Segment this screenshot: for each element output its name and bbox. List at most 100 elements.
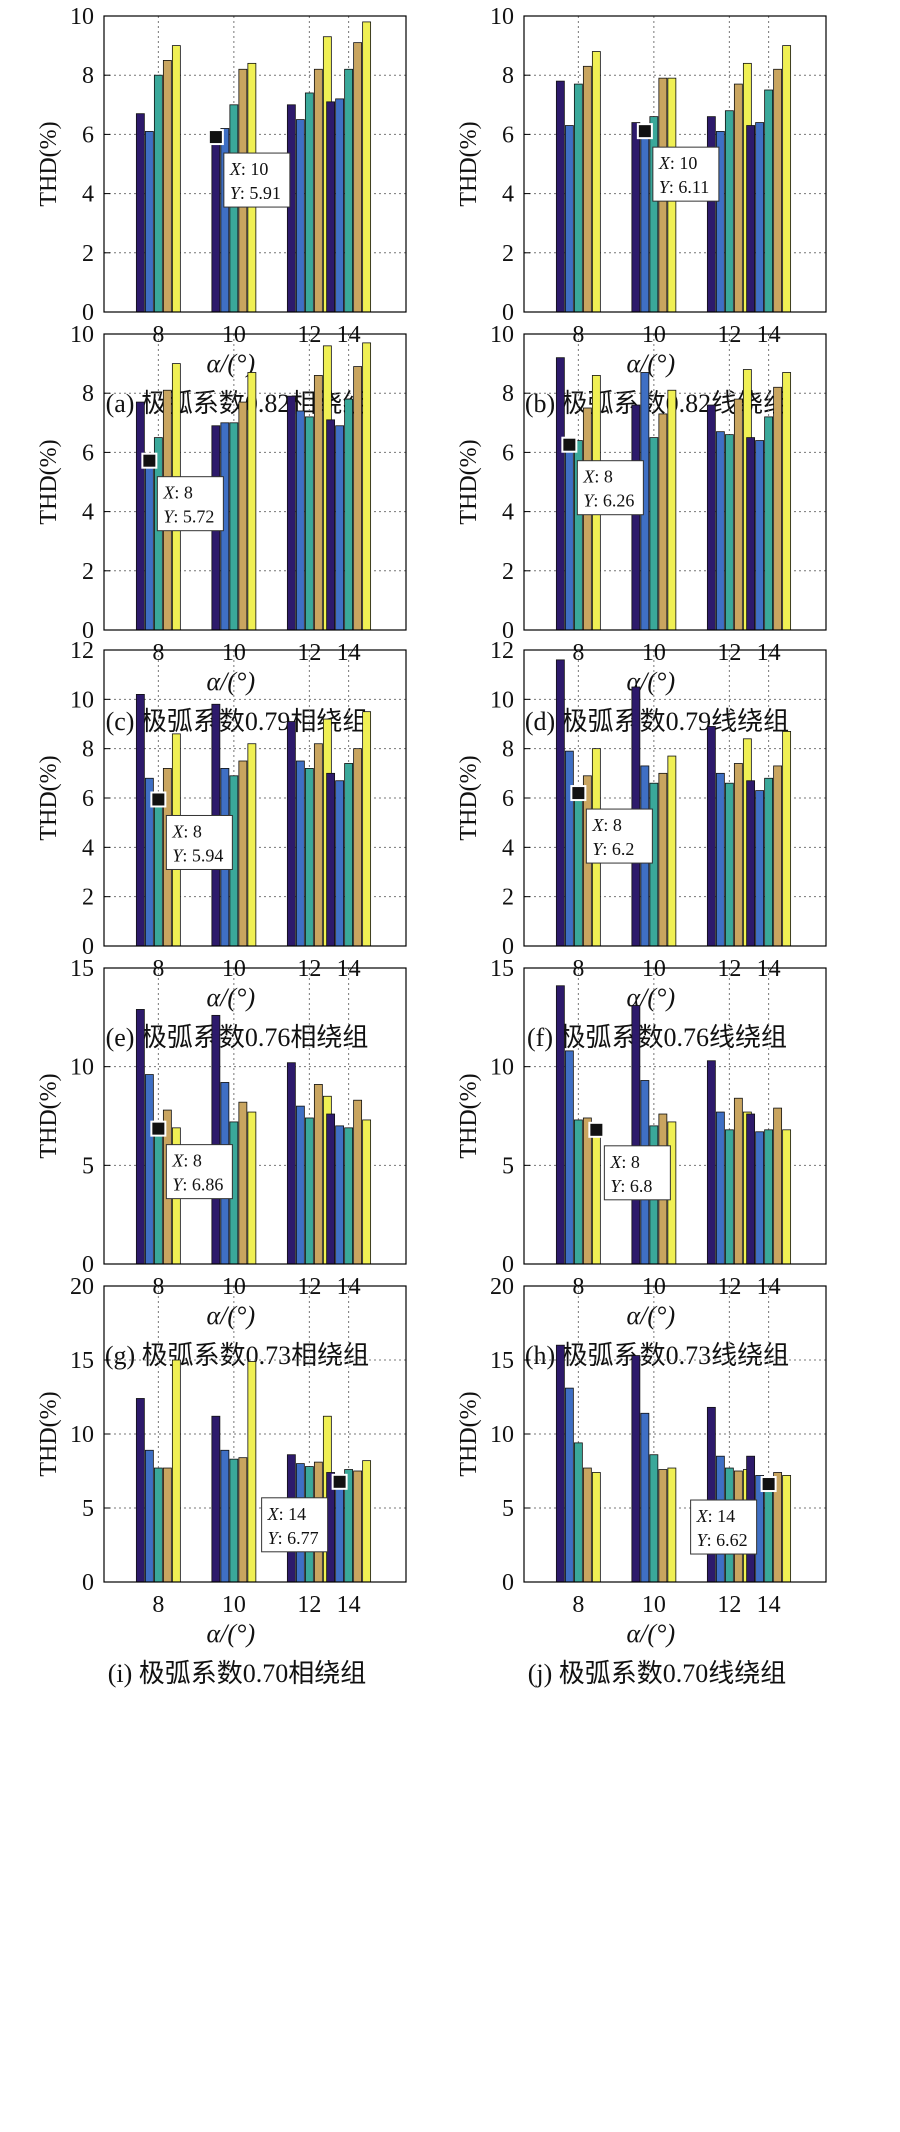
bar [764, 1483, 774, 1583]
datatip-x-value: 8 [184, 483, 193, 503]
plot-frame [523, 1285, 827, 1583]
datatip-marker [331, 1473, 348, 1490]
datatip-box [585, 808, 653, 864]
tick-label-y: 0 [502, 934, 514, 960]
datatip-x-sep: : [279, 1504, 289, 1524]
bar [564, 125, 574, 313]
panel-caption: (f) 极弧系数0.76线绕组 [527, 1023, 787, 1052]
bar [247, 1111, 257, 1265]
datatip-y: Y: 6.11 [659, 177, 709, 197]
bar [286, 395, 296, 631]
datatip-x-key: X [658, 153, 671, 173]
bar [631, 1355, 641, 1583]
datatip-y-sep: : [707, 1530, 717, 1550]
tick-label-y: 10 [490, 1422, 514, 1448]
tick-label-y: 0 [82, 618, 94, 644]
bar [211, 1415, 221, 1583]
x-axis-label: α/(°) [627, 1619, 676, 1648]
bar [555, 357, 565, 631]
bar [344, 763, 354, 947]
datatip-y-key: Y [583, 491, 595, 511]
bar [555, 1344, 565, 1583]
plot-frame [103, 15, 407, 313]
datatip-y-sep: : [593, 491, 603, 511]
bar [706, 1060, 716, 1265]
datatip-x-sep: : [670, 153, 680, 173]
y-axis-label: THD(%) [36, 439, 62, 524]
datatip-marker [150, 1120, 167, 1137]
tick-label-x: 12 [297, 640, 321, 666]
bar [362, 1119, 372, 1265]
datatip-y-sep: : [240, 183, 250, 203]
tick-label-y: 8 [82, 381, 94, 407]
bar [135, 113, 145, 313]
datatip-y: Y: 6.2 [592, 839, 634, 859]
tick-label-y: 5 [502, 1153, 514, 1179]
tick-label-y: 6 [82, 440, 94, 466]
bar [564, 750, 574, 947]
bar [755, 440, 765, 631]
bar [238, 1101, 248, 1265]
bar [706, 726, 716, 947]
tick-label-y: 10 [70, 4, 94, 30]
bar [353, 366, 363, 631]
datatip-marker [636, 123, 653, 140]
datatip-x-value: 8 [604, 467, 613, 487]
bar [313, 375, 323, 631]
bar [658, 1469, 668, 1583]
datatip-marker [588, 1121, 605, 1138]
bar [326, 1113, 336, 1265]
datatip-x-value: 10 [679, 153, 697, 173]
bar [335, 425, 345, 631]
tick-label-y: 8 [82, 63, 94, 89]
datatip-x-value: 14 [288, 1504, 306, 1524]
bar [573, 1442, 583, 1583]
panel-caption: (j) 极弧系数0.70线绕组 [528, 1659, 787, 1688]
datatip-y-key: Y [163, 507, 175, 527]
datatip-y: Y: 6.77 [268, 1528, 319, 1548]
tick-label-x: 12 [717, 640, 741, 666]
tick-label-x: 14 [757, 1592, 781, 1618]
bar [733, 763, 743, 947]
datatip-x-sep: : [621, 1152, 631, 1172]
datatip-box [603, 1145, 671, 1201]
datatip-box [652, 146, 720, 202]
datatip-y-key: Y [697, 1530, 709, 1550]
tick-label-y: 15 [490, 956, 514, 982]
datatip-x-value: 10 [250, 159, 268, 179]
tick-label-y: 6 [502, 786, 514, 812]
datatip-y-key: Y [659, 177, 671, 197]
datatip-x-sep: : [183, 821, 193, 841]
tick-label-y: 6 [502, 122, 514, 148]
chart-panel: 0 5 10 15 20 8 10 12 14 THD(%) α/(°) (j) 极弧系数0.70线绕… [456, 1274, 827, 1688]
datatip-y-value: 5.72 [183, 507, 215, 527]
bar [211, 136, 221, 313]
tick-label-x: 14 [757, 640, 781, 666]
datatip-box [261, 1497, 329, 1553]
bar [135, 1009, 145, 1265]
datatip-box [576, 460, 644, 516]
tick-label-y: 10 [70, 687, 94, 713]
bar [746, 125, 756, 313]
bar [295, 119, 305, 313]
datatip-x: X: 10 [658, 153, 698, 173]
tick-label-x: 14 [337, 640, 361, 666]
datatip-x: X: 8 [171, 1151, 202, 1171]
tick-label-x: 8 [572, 1592, 584, 1618]
bar [171, 45, 181, 313]
datatip-x-value: 8 [193, 821, 202, 841]
bar [733, 398, 743, 631]
datatip-x-sep: : [708, 1506, 718, 1526]
datatip-x: X: 10 [229, 159, 269, 179]
datatip-x-value: 8 [631, 1152, 640, 1172]
bar [582, 1117, 592, 1265]
bar [344, 398, 354, 631]
bar [286, 721, 296, 947]
plot-frame [523, 649, 827, 947]
datatip-x-sep: : [241, 159, 251, 179]
bar [326, 419, 336, 631]
datatip-x-key: X [171, 821, 184, 841]
bar [640, 1412, 650, 1583]
datatip-x-key: X [229, 159, 242, 179]
